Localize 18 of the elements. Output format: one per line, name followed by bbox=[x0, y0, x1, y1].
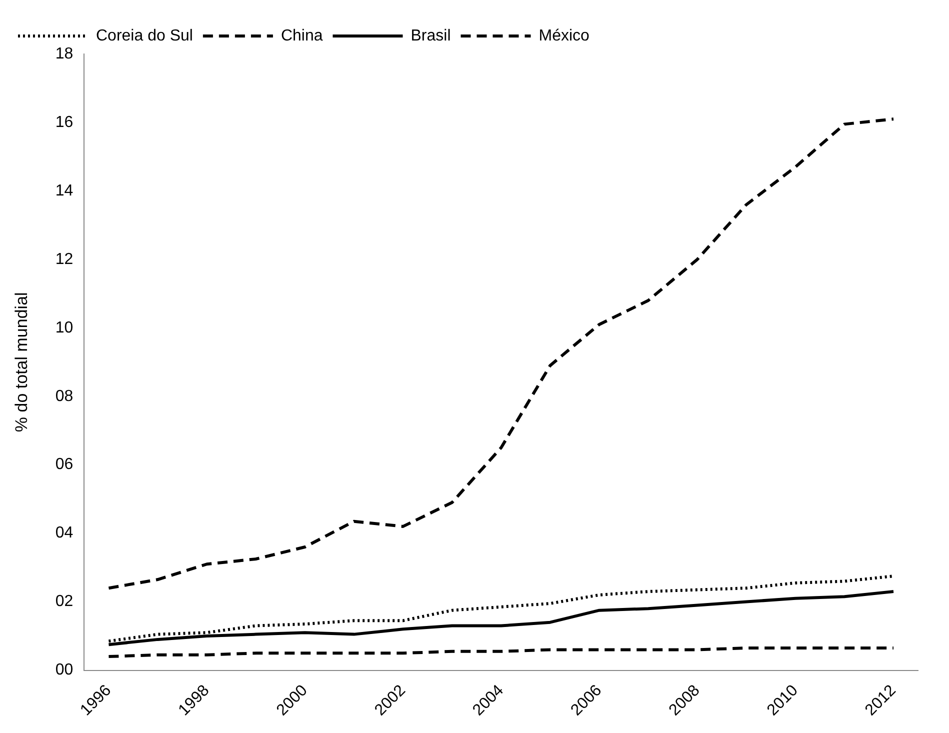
y-tick-label: 06 bbox=[55, 456, 74, 474]
legend-label: Brasil bbox=[410, 27, 451, 44]
y-axis-title: % do total mundial bbox=[12, 292, 31, 432]
legend-label: China bbox=[280, 27, 323, 44]
y-tick-label: 04 bbox=[55, 524, 74, 542]
y-tick-label: 18 bbox=[55, 45, 74, 62]
legend-label: México bbox=[538, 27, 590, 44]
line-series bbox=[107, 118, 895, 590]
y-tick-label: 00 bbox=[55, 662, 74, 679]
line-series bbox=[107, 574, 895, 643]
y-tick-label: 16 bbox=[55, 114, 74, 131]
y-tick-label: 12 bbox=[55, 250, 74, 268]
y-tick-label: 02 bbox=[55, 593, 74, 610]
y-tick-label: 08 bbox=[55, 388, 74, 405]
legend-label: Coreia do Sul bbox=[96, 27, 193, 44]
y-tick-label: 10 bbox=[55, 319, 74, 336]
y-tick-label: 14 bbox=[55, 182, 74, 200]
line-series bbox=[107, 646, 895, 658]
